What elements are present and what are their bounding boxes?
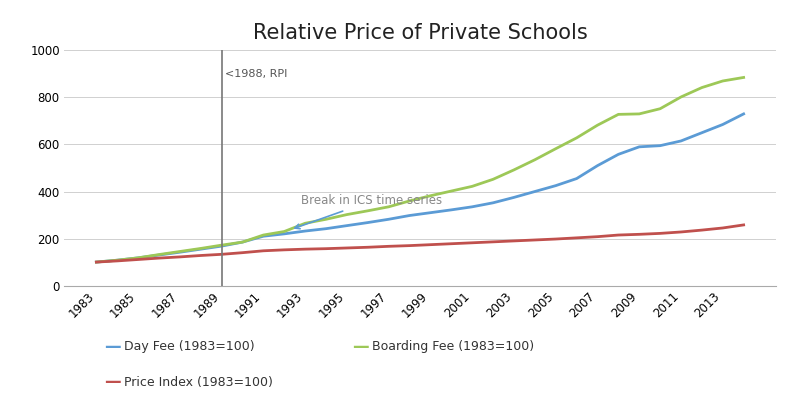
Text: <1988, RPI: <1988, RPI — [225, 69, 287, 79]
Text: Break in ICS time series: Break in ICS time series — [295, 194, 442, 229]
Text: —: — — [352, 338, 369, 355]
Title: Relative Price of Private Schools: Relative Price of Private Schools — [253, 23, 587, 43]
Text: Boarding Fee (1983=100): Boarding Fee (1983=100) — [372, 340, 534, 353]
Text: —: — — [104, 338, 121, 355]
Text: Price Index (1983=100): Price Index (1983=100) — [124, 376, 273, 389]
Text: —: — — [104, 373, 121, 391]
Text: Day Fee (1983=100): Day Fee (1983=100) — [124, 340, 254, 353]
